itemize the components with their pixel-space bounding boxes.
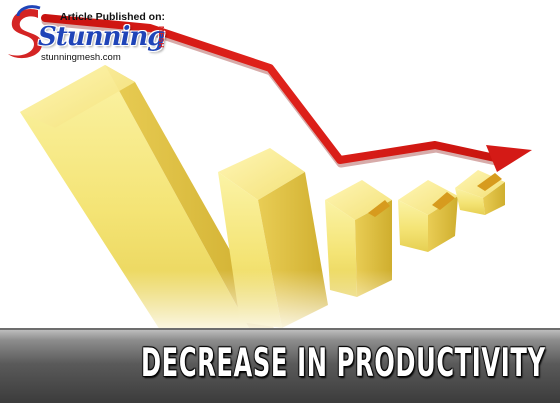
caption-banner: DECREASE IN PRODUCTIVITY: [0, 328, 560, 403]
site-logo[interactable]: Article Published on: Stunning MESH stun…: [0, 0, 200, 75]
brand-suffix: MESH: [157, 26, 164, 49]
logo-swoosh-icon: [8, 5, 42, 59]
bar-4: [398, 180, 458, 252]
banner-title: DECREASE IN PRODUCTIVITY: [141, 341, 546, 386]
downtrend-arrow-icon: [41, 14, 532, 172]
bar-5: [455, 170, 505, 215]
brand-url: stunningmesh.com: [41, 52, 121, 63]
brand-name: Stunning: [38, 22, 165, 52]
published-label: Article Published on:: [60, 11, 166, 23]
